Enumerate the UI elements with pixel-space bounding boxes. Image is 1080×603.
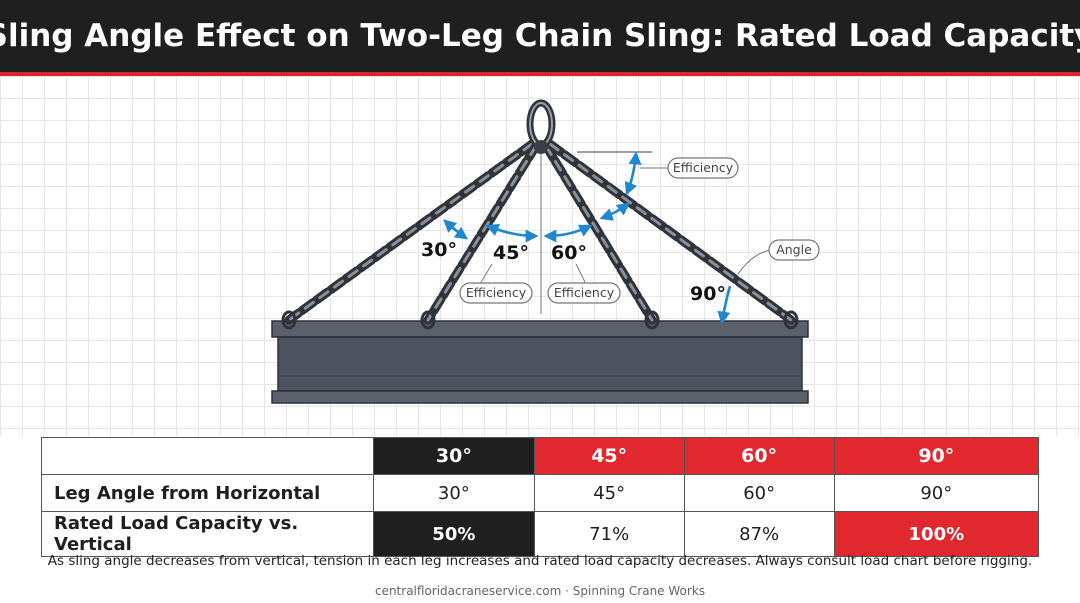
beam-hooks xyxy=(281,310,799,330)
angle-label-90: 90° xyxy=(690,283,726,305)
row-label-leg-angle: Leg Angle from Horizontal xyxy=(41,474,374,512)
grid-background xyxy=(0,76,1080,436)
callout-leaders xyxy=(479,167,771,285)
angle-label-45: 45° xyxy=(493,242,529,264)
table-row: Leg Angle from Horizontal 30° 45° 60° 90… xyxy=(41,474,1040,512)
capacity-table-wrap: 30° 45° 60° 90° Leg Angle from Horizonta… xyxy=(41,437,1040,557)
table-header-row: 30° 45° 60° 90° xyxy=(41,437,1040,475)
steel-beam xyxy=(271,320,809,404)
table-cell: 90° xyxy=(833,474,1040,512)
arc-arrow-efficiency-top xyxy=(624,151,642,196)
table-cell: 50% xyxy=(373,511,535,557)
table-cell: 100% xyxy=(833,511,1040,557)
row-label-rated-capacity: Rated Load Capacity vs. Vertical xyxy=(41,511,374,557)
arc-arrow-60 xyxy=(543,224,593,243)
table-row: Rated Load Capacity vs. Vertical 50% 71%… xyxy=(41,511,1040,557)
chain-leg-outer-right xyxy=(545,139,796,325)
credit-line: centralfloridacraneservice.com · Spinnin… xyxy=(374,584,706,598)
table-header-90: 90° xyxy=(833,437,1040,475)
angle-label-60: 60° xyxy=(551,242,587,264)
sling-diagram: 30° 45° 60° 90° Efficiency Efficiency Ef… xyxy=(271,99,820,404)
arc-arrow-90 xyxy=(717,285,732,325)
table-cell: 71% xyxy=(533,511,685,557)
page-title: Sling Angle Effect on Two-Leg Chain Slin… xyxy=(0,18,1080,54)
table-cell: 60° xyxy=(683,474,835,512)
table-cell: 87% xyxy=(683,511,835,557)
master-link xyxy=(526,99,556,154)
arc-arrow-30 xyxy=(443,219,469,240)
callout-efficiency-right: Efficiency xyxy=(547,282,621,304)
capacity-table: 30° 45° 60° 90° Leg Angle from Horizonta… xyxy=(41,437,1040,557)
svg-text:Angle: Angle xyxy=(776,242,812,257)
table-header-blank xyxy=(41,437,374,475)
angle-arrows xyxy=(443,151,732,325)
table-header-60: 60° xyxy=(683,437,835,475)
chain-legs xyxy=(284,139,796,325)
title-bar: Sling Angle Effect on Two-Leg Chain Slin… xyxy=(0,0,1080,76)
table-header-45: 45° xyxy=(533,437,685,475)
svg-text:Efficiency: Efficiency xyxy=(554,285,615,300)
callout-angle: Angle xyxy=(768,239,820,261)
angle-label-30: 30° xyxy=(421,239,457,261)
chain-leg-inner-right xyxy=(541,141,657,325)
table-cell: 45° xyxy=(533,474,685,512)
chain-leg-inner-left xyxy=(423,141,541,325)
table-cell: 30° xyxy=(373,474,535,512)
callout-efficiency-left: Efficiency xyxy=(459,282,533,304)
chain-leg-outer-left xyxy=(284,139,537,325)
table-header-30: 30° xyxy=(373,437,535,475)
callout-efficiency-top: Efficiency xyxy=(667,157,739,179)
arc-arrow-efficiency-mid xyxy=(599,202,631,221)
arc-arrow-45 xyxy=(485,223,539,243)
footnote: As sling angle decreases from vertical, … xyxy=(47,553,1033,569)
svg-text:Efficiency: Efficiency xyxy=(466,285,527,300)
svg-text:Efficiency: Efficiency xyxy=(673,160,734,175)
